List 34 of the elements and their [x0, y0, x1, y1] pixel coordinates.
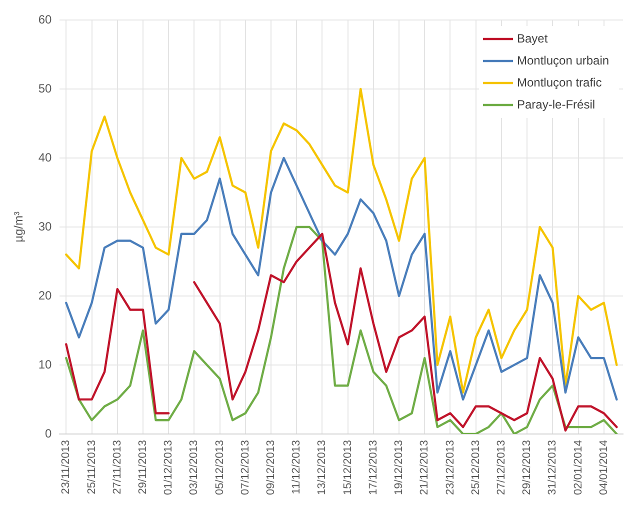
x-tick-label: 17/12/2013	[367, 440, 380, 496]
y-axis-title: µg/m³	[12, 212, 26, 242]
y-tick-label: 30	[38, 219, 52, 234]
y-tick-label: 10	[38, 357, 52, 372]
x-tick-label: 27/12/2013	[495, 440, 508, 496]
x-tick-label: 23/11/2013	[60, 440, 72, 494]
legend-label: Bayet	[517, 31, 548, 46]
x-tick-label: 05/12/2013	[214, 440, 226, 496]
y-tick-label: 60	[38, 12, 52, 26]
x-tick-label: 25/12/2013	[470, 440, 482, 496]
legend-label: Montluçon urbain	[517, 53, 610, 68]
x-tick-label: 02/01/2014	[572, 440, 584, 496]
y-tick-label: 50	[38, 81, 52, 96]
x-tick-label: 21/12/2013	[418, 440, 431, 496]
x-tick-label: 07/12/2013	[239, 440, 252, 496]
x-tick-label: 19/12/2013	[393, 440, 406, 496]
legend-label: Montluçon trafic	[517, 75, 602, 90]
x-tick-label: 01/12/2013	[162, 440, 175, 496]
x-tick-label: 11/12/2013	[290, 440, 303, 494]
legend-label: Paray-le-Frésil	[517, 97, 596, 112]
x-tick-label: 25/11/2013	[86, 440, 98, 494]
x-tick-label: 13/12/2013	[316, 440, 328, 496]
x-tick-label: 29/11/2013	[136, 440, 149, 494]
y-tick-label: 40	[38, 150, 52, 164]
x-tick-label: 31/12/2013	[546, 440, 559, 496]
y-tick-label: 0	[45, 426, 52, 440]
x-tick-label: 29/12/2013	[521, 440, 534, 496]
x-tick-label: 15/12/2013	[342, 440, 354, 496]
x-tick-label: 09/12/2013	[265, 440, 278, 496]
x-tick-label: 03/12/2013	[188, 440, 200, 496]
x-tick-label: 23/12/2013	[444, 440, 456, 496]
y-tick-label: 20	[38, 288, 52, 302]
x-tick-label: 27/11/2013	[111, 440, 124, 494]
x-tick-label: 04/01/2014	[598, 440, 610, 496]
